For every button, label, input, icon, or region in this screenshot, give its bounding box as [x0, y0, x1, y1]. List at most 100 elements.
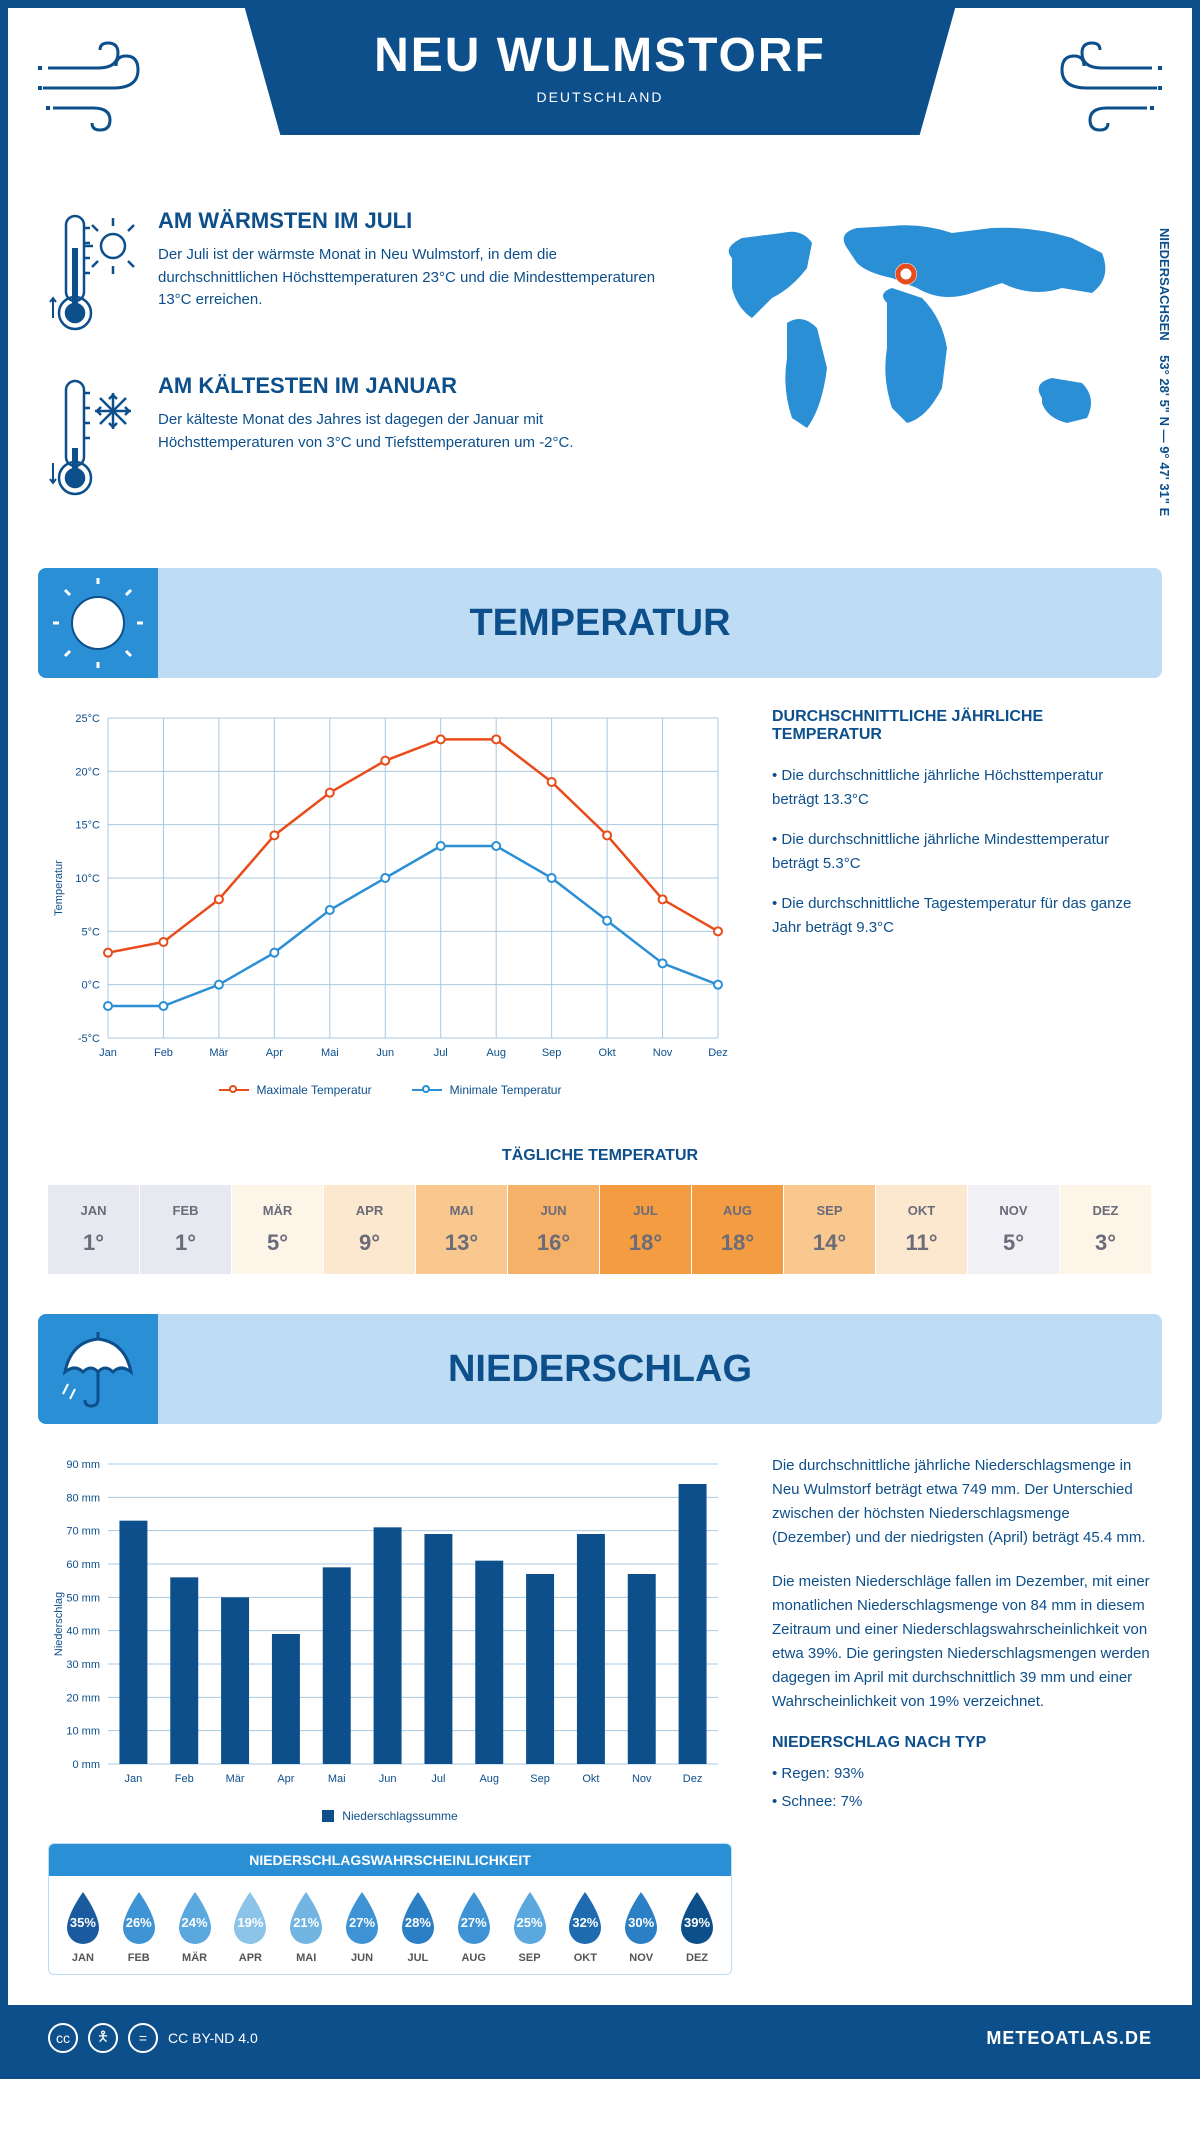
svg-text:40 mm: 40 mm [66, 1626, 100, 1638]
svg-text:Mai: Mai [321, 1047, 339, 1059]
niederschlag-banner: NIEDERSCHLAG [38, 1314, 1162, 1424]
svg-text:70 mm: 70 mm [66, 1526, 100, 1538]
svg-text:Feb: Feb [154, 1047, 173, 1059]
temp-cell: OKT11° [876, 1185, 968, 1274]
svg-text:Sep: Sep [542, 1047, 562, 1059]
wind-icon [38, 38, 158, 138]
precip-p1: Die durchschnittliche jährliche Niedersc… [772, 1454, 1152, 1550]
svg-text:Jan: Jan [125, 1773, 143, 1785]
svg-text:Okt: Okt [599, 1047, 616, 1059]
temp-cell: MÄR5° [232, 1185, 324, 1274]
probability-heading: NIEDERSCHLAGSWAHRSCHEINLICHKEIT [49, 1844, 731, 1876]
header: NEU WULMSTORF DEUTSCHLAND [8, 8, 1192, 188]
svg-text:90 mm: 90 mm [66, 1459, 100, 1471]
svg-text:-5°C: -5°C [78, 1033, 100, 1045]
temp-cell: JUL18° [600, 1185, 692, 1274]
world-map: NIEDERSACHSEN 53° 28' 5" N — 9° 47' 31" … [692, 208, 1152, 538]
precip-legend: Niederschlagssumme [48, 1809, 732, 1823]
probability-drop: 39% DEZ [669, 1890, 725, 1964]
svg-text:60 mm: 60 mm [66, 1559, 100, 1571]
svg-text:Jun: Jun [379, 1773, 397, 1785]
probability-drop: 27% JUN [334, 1890, 390, 1964]
svg-text:Dez: Dez [708, 1047, 728, 1059]
svg-text:5°C: 5°C [82, 926, 101, 938]
coldest-text: Der kälteste Monat des Jahres ist dagege… [158, 409, 662, 454]
probability-drop: 30% NOV [613, 1890, 669, 1964]
svg-text:30 mm: 30 mm [66, 1659, 100, 1671]
umbrella-icon [38, 1314, 158, 1424]
temp-bullet-1: • Die durchschnittliche jährliche Höchst… [772, 764, 1152, 812]
country-subtitle: DEUTSCHLAND [285, 89, 915, 105]
probability-drop: 27% AUG [446, 1890, 502, 1964]
svg-text:Aug: Aug [479, 1773, 499, 1785]
footer: cc 🯅 = CC BY-ND 4.0 METEOATLAS.DE [8, 2005, 1192, 2071]
by-icon: 🯅 [88, 2023, 118, 2053]
temperature-line-chart: -5°C0°C5°C10°C15°C20°C25°CJanFebMärAprMa… [48, 708, 732, 1097]
temp-cell: APR9° [324, 1185, 416, 1274]
svg-text:20°C: 20°C [75, 766, 100, 778]
precipitation-bar-chart: 0 mm10 mm20 mm30 mm40 mm50 mm60 mm70 mm8… [48, 1454, 732, 1823]
niederschlag-heading: NIEDERSCHLAG [448, 1348, 752, 1391]
svg-text:15°C: 15°C [75, 820, 100, 832]
cc-icon: cc [48, 2023, 78, 2053]
temp-legend: Maximale Temperatur Minimale Temperatur [48, 1083, 732, 1097]
intro-section: AM WÄRMSTEN IM JULI Der Juli ist der wär… [8, 188, 1192, 568]
precip-type-2: • Schnee: 7% [772, 1790, 1152, 1814]
temperatur-heading: TEMPERATUR [469, 602, 730, 645]
coldest-fact: AM KÄLTESTEN IM JANUAR Der kälteste Mona… [48, 373, 662, 508]
wind-icon [1042, 38, 1162, 138]
nd-icon: = [128, 2023, 158, 2053]
temp-cell: SEP14° [784, 1185, 876, 1274]
temp-cell: DEZ3° [1060, 1185, 1152, 1274]
svg-text:25°C: 25°C [75, 713, 100, 725]
probability-drop: 25% SEP [502, 1890, 558, 1964]
sun-icon [38, 568, 158, 678]
svg-text:50 mm: 50 mm [66, 1592, 100, 1604]
license-text: CC BY-ND 4.0 [168, 2030, 258, 2046]
svg-text:Mai: Mai [328, 1773, 346, 1785]
svg-text:Sep: Sep [530, 1773, 550, 1785]
svg-text:0 mm: 0 mm [73, 1759, 101, 1771]
svg-text:Niederschlag: Niederschlag [53, 1592, 65, 1656]
svg-text:Mär: Mär [226, 1773, 245, 1785]
probability-box: NIEDERSCHLAGSWAHRSCHEINLICHKEIT 35% JAN … [48, 1843, 732, 1975]
svg-text:Jun: Jun [376, 1047, 394, 1059]
temp-bullet-2: • Die durchschnittliche jährliche Mindes… [772, 828, 1152, 876]
svg-text:Apr: Apr [277, 1773, 294, 1785]
svg-text:Aug: Aug [486, 1047, 506, 1059]
site-name: METEOATLAS.DE [986, 2028, 1152, 2049]
title-banner: NEU WULMSTORF DEUTSCHLAND [245, 8, 955, 135]
svg-text:Jan: Jan [99, 1047, 117, 1059]
temp-cell: AUG18° [692, 1185, 784, 1274]
svg-text:0°C: 0°C [82, 980, 101, 992]
temp-cell: NOV5° [968, 1185, 1060, 1274]
precip-type-1: • Regen: 93% [772, 1762, 1152, 1786]
temp-cell: FEB1° [140, 1185, 232, 1274]
warmest-fact: AM WÄRMSTEN IM JULI Der Juli ist der wär… [48, 208, 662, 343]
city-title: NEU WULMSTORF [285, 28, 915, 83]
temp-info: DURCHSCHNITTLICHE JÄHRLICHE TEMPERATUR •… [772, 708, 1152, 1097]
svg-text:Jul: Jul [434, 1047, 448, 1059]
warmest-text: Der Juli ist der wärmste Monat in Neu Wu… [158, 244, 662, 312]
daily-temp-table: TÄGLICHE TEMPERATUR JAN1° FEB1° MÄR5° AP… [48, 1147, 1152, 1274]
svg-text:Dez: Dez [683, 1773, 703, 1785]
probability-drop: 26% FEB [111, 1890, 167, 1964]
thermometer-hot-icon [48, 208, 138, 343]
probability-drop: 21% MAI [278, 1890, 334, 1964]
temp-cell: MAI13° [416, 1185, 508, 1274]
warmest-heading: AM WÄRMSTEN IM JULI [158, 208, 662, 234]
coldest-heading: AM KÄLTESTEN IM JANUAR [158, 373, 662, 399]
svg-text:10°C: 10°C [75, 873, 100, 885]
svg-text:20 mm: 20 mm [66, 1692, 100, 1704]
temp-bullet-3: • Die durchschnittliche Tagestemperatur … [772, 892, 1152, 940]
probability-drop: 32% OKT [557, 1890, 613, 1964]
precip-p2: Die meisten Niederschläge fallen im Deze… [772, 1570, 1152, 1714]
daily-temp-heading: TÄGLICHE TEMPERATUR [48, 1147, 1152, 1165]
svg-text:Nov: Nov [632, 1773, 652, 1785]
probability-drop: 24% MÄR [167, 1890, 223, 1964]
temp-cell: JUN16° [508, 1185, 600, 1274]
svg-text:Apr: Apr [266, 1047, 283, 1059]
temp-cell: JAN1° [48, 1185, 140, 1274]
probability-drop: 28% JUL [390, 1890, 446, 1964]
probability-drop: 19% APR [222, 1890, 278, 1964]
